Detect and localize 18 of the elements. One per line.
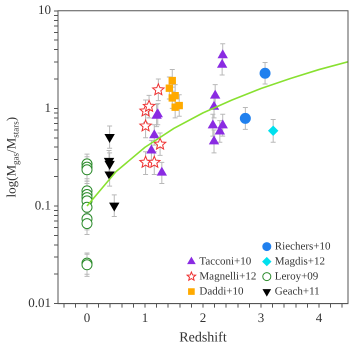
x-tick-label: 1 [142, 310, 148, 325]
x-tick-label: 2 [200, 310, 206, 325]
y-tick-label: 10 [38, 2, 51, 18]
x-axis-title: Redshift [179, 330, 227, 346]
legend-label: Magnelli+12 [199, 270, 256, 282]
y-tick-label: 0.1 [34, 197, 51, 212]
legend-label: Riechers+10 [274, 240, 331, 252]
legend-label: Daddi+10 [199, 285, 244, 298]
legend-label: Leroy+09 [274, 270, 319, 282]
x-tick-label: 4 [316, 310, 323, 325]
legend-label: Magdis+12 [274, 255, 326, 268]
y-axis-title: log(Mgas/Mstars) [3, 116, 20, 198]
x-tick-label: 0 [84, 310, 90, 325]
legend-label: Geach+11 [274, 285, 320, 298]
y-tick-label: 1 [44, 100, 51, 115]
x-tick-label: 3 [258, 310, 264, 325]
legend-label: Tacconi+10 [199, 255, 252, 268]
y-tick-label: 0.01 [28, 295, 51, 310]
